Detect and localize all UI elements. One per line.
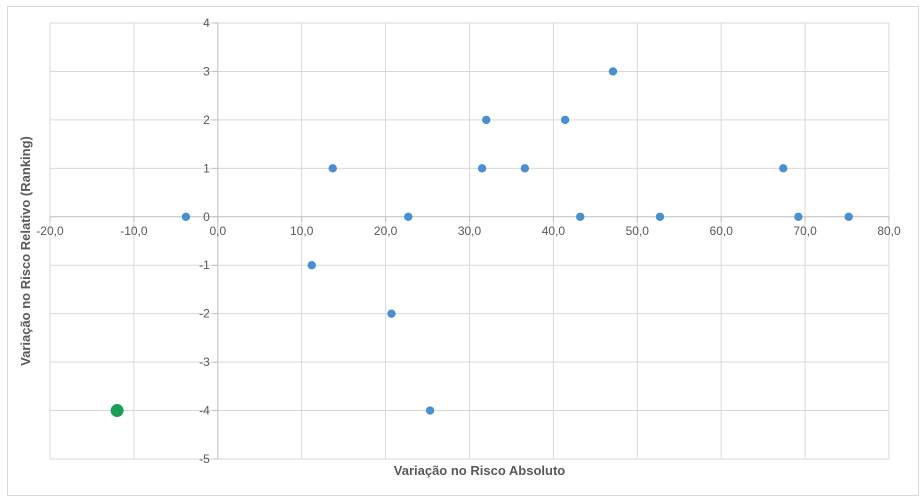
data-point [307, 261, 316, 270]
highlight-point [110, 404, 124, 418]
data-point [576, 212, 585, 221]
x-tick-label: 80,0 [877, 224, 901, 238]
y-axis-title: Variação no Risco Relativo (Ranking) [18, 136, 33, 366]
x-tick-label: 70,0 [793, 224, 817, 238]
x-axis-title: Variação no Risco Absoluto [394, 463, 566, 478]
y-tick-label: -5 [199, 452, 210, 466]
data-point [560, 115, 570, 125]
x-tick-label: -10,0 [120, 224, 148, 238]
x-tick-label: 30,0 [458, 224, 482, 238]
y-tick-label: -1 [199, 258, 210, 272]
x-tick-label: 50,0 [626, 224, 650, 238]
data-point [387, 309, 396, 318]
data-points [110, 67, 853, 418]
chart-frame [7, 6, 919, 496]
data-point [779, 164, 788, 173]
data-point [655, 212, 665, 221]
y-tick-label: 4 [203, 16, 210, 30]
tick-labels: -20,0 -10,0 0,0 10,0 20,0 30,0 40,0 50,0 60,0 70,… [36, 16, 901, 466]
y-tick-label: -2 [199, 307, 210, 321]
y-tick-label: 2 [203, 113, 210, 127]
x-tick-label: -20,0 [36, 224, 64, 238]
data-point [181, 212, 191, 221]
grid [49, 22, 890, 460]
x-tick-label: 10,0 [290, 224, 314, 238]
x-tick-label: 20,0 [374, 224, 398, 238]
data-point [482, 115, 491, 125]
data-point [794, 212, 803, 221]
y-tick-label: 1 [203, 161, 210, 175]
x-tick-label: 0,0 [209, 224, 226, 238]
data-point [520, 164, 530, 173]
y-tick-label: -4 [199, 404, 210, 418]
y-tick-label: 0 [203, 210, 210, 224]
data-point [425, 406, 435, 415]
data-point [477, 164, 487, 173]
y-tick-label: -3 [199, 355, 210, 369]
y-tick-label: 3 [203, 64, 210, 78]
data-point [404, 212, 413, 221]
data-point [844, 212, 853, 221]
data-point [328, 164, 337, 173]
x-tick-label: 60,0 [710, 224, 734, 238]
x-tick-label: 40,0 [542, 224, 566, 238]
data-point [608, 67, 618, 76]
